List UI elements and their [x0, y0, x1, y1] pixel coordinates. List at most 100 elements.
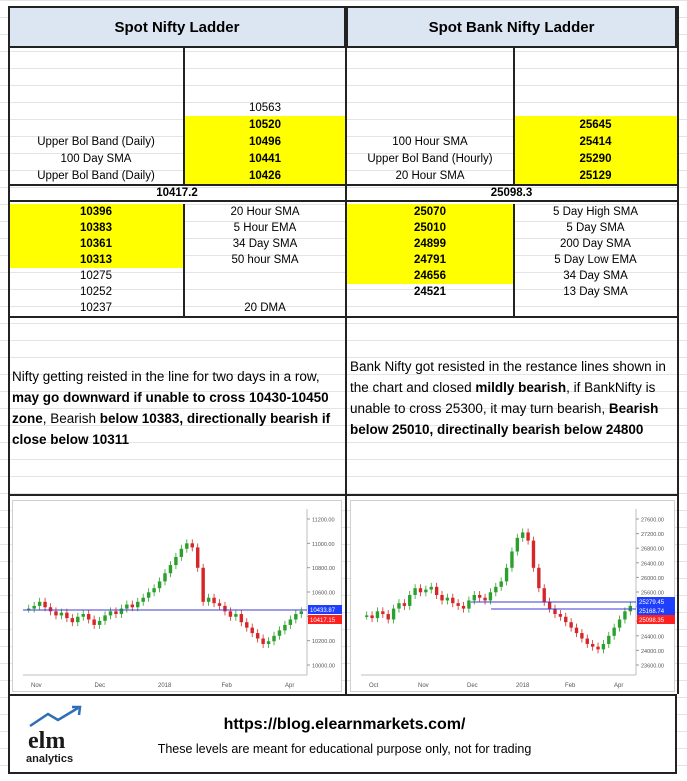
ladder-support-value[interactable]: 10237: [80, 302, 112, 314]
border-right: [677, 6, 679, 694]
border-banknifty-upper-split: [513, 48, 515, 184]
x-tick-label: Feb: [222, 683, 233, 689]
ladder-indicator-label[interactable]: [346, 82, 514, 99]
x-tick-label: Apr: [285, 683, 294, 689]
candle-body: [397, 603, 401, 609]
ladder-support-value[interactable]: 10252: [80, 286, 112, 298]
price-label-box: [637, 597, 675, 606]
candle-body: [266, 641, 271, 644]
banknifty-candlestick-chart: 27600.00 27200.00 26800.00 26400.00 26000.00…: [361, 509, 675, 689]
ladder-indicator-label[interactable]: 34 Day SMA: [232, 238, 298, 250]
ladder-resistance-value[interactable]: 10441: [184, 150, 346, 167]
ladder-support-value[interactable]: [346, 300, 514, 316]
ladder-resistance-value[interactable]: 10426: [184, 167, 346, 184]
ladder-resistance-value[interactable]: [184, 65, 346, 82]
ladder-indicator-label[interactable]: [184, 284, 346, 300]
ladder-indicator-label[interactable]: [8, 82, 184, 99]
ladder-support-value[interactable]: 10361: [8, 236, 184, 252]
price-label: 10417.15: [310, 618, 336, 624]
ladder-resistance-value[interactable]: [514, 65, 677, 82]
elm-analytics-logo[interactable]: elm analytics: [22, 704, 92, 768]
ladder-indicator-label[interactable]: 20 Hour SMA: [395, 169, 465, 182]
candle-body: [261, 638, 265, 644]
candle-body: [283, 624, 287, 631]
candle-body: [580, 633, 584, 639]
ladder-support-value[interactable]: 10313: [8, 252, 184, 268]
candle-body: [65, 612, 69, 619]
ladder-indicator-label[interactable]: 100 Hour SMA: [392, 135, 468, 148]
ladder-indicator-label[interactable]: Upper Bol Band (Hourly): [367, 152, 493, 165]
ladder-resistance-value[interactable]: 25414: [514, 133, 677, 150]
ladder-lower-row: 10383 5 Hour EMA: [8, 220, 346, 236]
ladder-indicator-label[interactable]: Upper Bol Band (Daily): [37, 135, 155, 148]
ladder-indicator-label[interactable]: 5 Day Low EMA: [554, 254, 637, 266]
banknifty-spot-value[interactable]: 25098.3: [346, 184, 677, 202]
candle-body: [494, 586, 498, 593]
ladder-support-value[interactable]: 10383: [8, 220, 184, 236]
ladder-indicator-label[interactable]: 5 Day High SMA: [552, 206, 638, 218]
ladder-indicator-label[interactable]: [184, 268, 346, 284]
ladder-indicator-label[interactable]: 5 Hour EMA: [233, 222, 297, 234]
ladder-indicator-label[interactable]: [346, 116, 514, 133]
ladder-indicator-label[interactable]: 5 Day SMA: [566, 222, 625, 234]
ladder-resistance-value[interactable]: 25645: [514, 116, 677, 133]
candle-body: [456, 603, 460, 606]
ladder-indicator-label[interactable]: 13 Day SMA: [563, 286, 628, 298]
ladder-support-value[interactable]: 24899: [346, 236, 514, 252]
ladder-resistance-value[interactable]: 10563: [249, 101, 281, 114]
candle-body: [558, 614, 563, 617]
candle-body: [585, 638, 589, 644]
ladder-upper-row: Upper Bol Band (Daily) 10426: [8, 167, 346, 184]
ladder-support-value[interactable]: 25010: [346, 220, 514, 236]
ladder-support-value[interactable]: 24656: [346, 268, 514, 284]
candle-body: [125, 604, 129, 609]
ladder-indicator-label[interactable]: [8, 99, 184, 116]
candle-body: [59, 612, 64, 616]
ladder-support-value[interactable]: 10396: [8, 204, 184, 220]
nifty-commentary[interactable]: Nifty getting reisted in the line for tw…: [12, 369, 331, 447]
price-label-box: [637, 606, 675, 615]
ladder-indicator-label[interactable]: [346, 99, 514, 116]
candle-body: [97, 620, 102, 625]
ladder-resistance-value[interactable]: 25290: [514, 150, 677, 167]
ladder-resistance-value[interactable]: [514, 82, 677, 99]
ladder-resistance-value[interactable]: 10496: [184, 133, 346, 150]
ladder-lower-row: 10252: [8, 284, 346, 300]
x-tick-label: Feb: [565, 683, 576, 689]
ladder-indicator-label[interactable]: 20 DMA: [244, 302, 286, 314]
ladder-support-value[interactable]: 25070: [346, 204, 514, 220]
ladder-resistance-value[interactable]: [184, 82, 346, 99]
ladder-indicator-label[interactable]: [8, 65, 184, 82]
ladder-lower-row: 10396 20 Hour SMA: [8, 204, 346, 220]
nifty-ladder-title[interactable]: Spot Nifty Ladder: [8, 6, 346, 48]
nifty-spot-value[interactable]: 10417.2: [8, 184, 346, 202]
ladder-indicator-label[interactable]: 34 Day SMA: [563, 270, 628, 282]
x-tick-label: 2018: [516, 683, 530, 689]
candle-body: [612, 627, 616, 636]
ladder-resistance-value[interactable]: 25129: [514, 167, 677, 184]
ladder-support-value[interactable]: 24791: [346, 252, 514, 268]
candle-body: [174, 556, 178, 566]
ladder-resistance-value[interactable]: [514, 99, 677, 116]
ladder-indicator-label[interactable]: 50 hour SMA: [231, 254, 299, 266]
ladder-indicator-label[interactable]: [514, 300, 677, 316]
ladder-indicator-label[interactable]: [346, 65, 514, 82]
blog-url-link[interactable]: https://blog.elearnmarkets.com/: [223, 716, 466, 733]
ladder-indicator-label[interactable]: 200 Day SMA: [560, 238, 631, 250]
ladder-support-value[interactable]: 24521: [414, 286, 446, 298]
ladder-indicator-label[interactable]: [8, 116, 184, 133]
ladder-indicator-label[interactable]: 100 Day SMA: [60, 152, 132, 165]
border-middle: [345, 6, 347, 694]
ladder-resistance-value[interactable]: 10520: [184, 116, 346, 133]
banknifty-commentary[interactable]: Bank Nifty got resisted in the restance …: [350, 359, 666, 437]
ladder-indicator-label[interactable]: 20 Hour SMA: [230, 206, 300, 218]
candle-body: [440, 595, 444, 601]
disclaimer-text: These levels are meant for educational p…: [157, 742, 532, 756]
candle-body: [472, 595, 476, 601]
y-tick-label: 11200.00: [312, 518, 335, 524]
ladder-indicator-label[interactable]: Upper Bol Band (Daily): [37, 169, 155, 182]
banknifty-ladder-title[interactable]: Spot Bank Nifty Ladder: [346, 6, 677, 48]
logo-elm-text: elm: [28, 728, 65, 754]
candle-body: [467, 600, 471, 609]
ladder-support-value[interactable]: 10275: [80, 270, 112, 282]
